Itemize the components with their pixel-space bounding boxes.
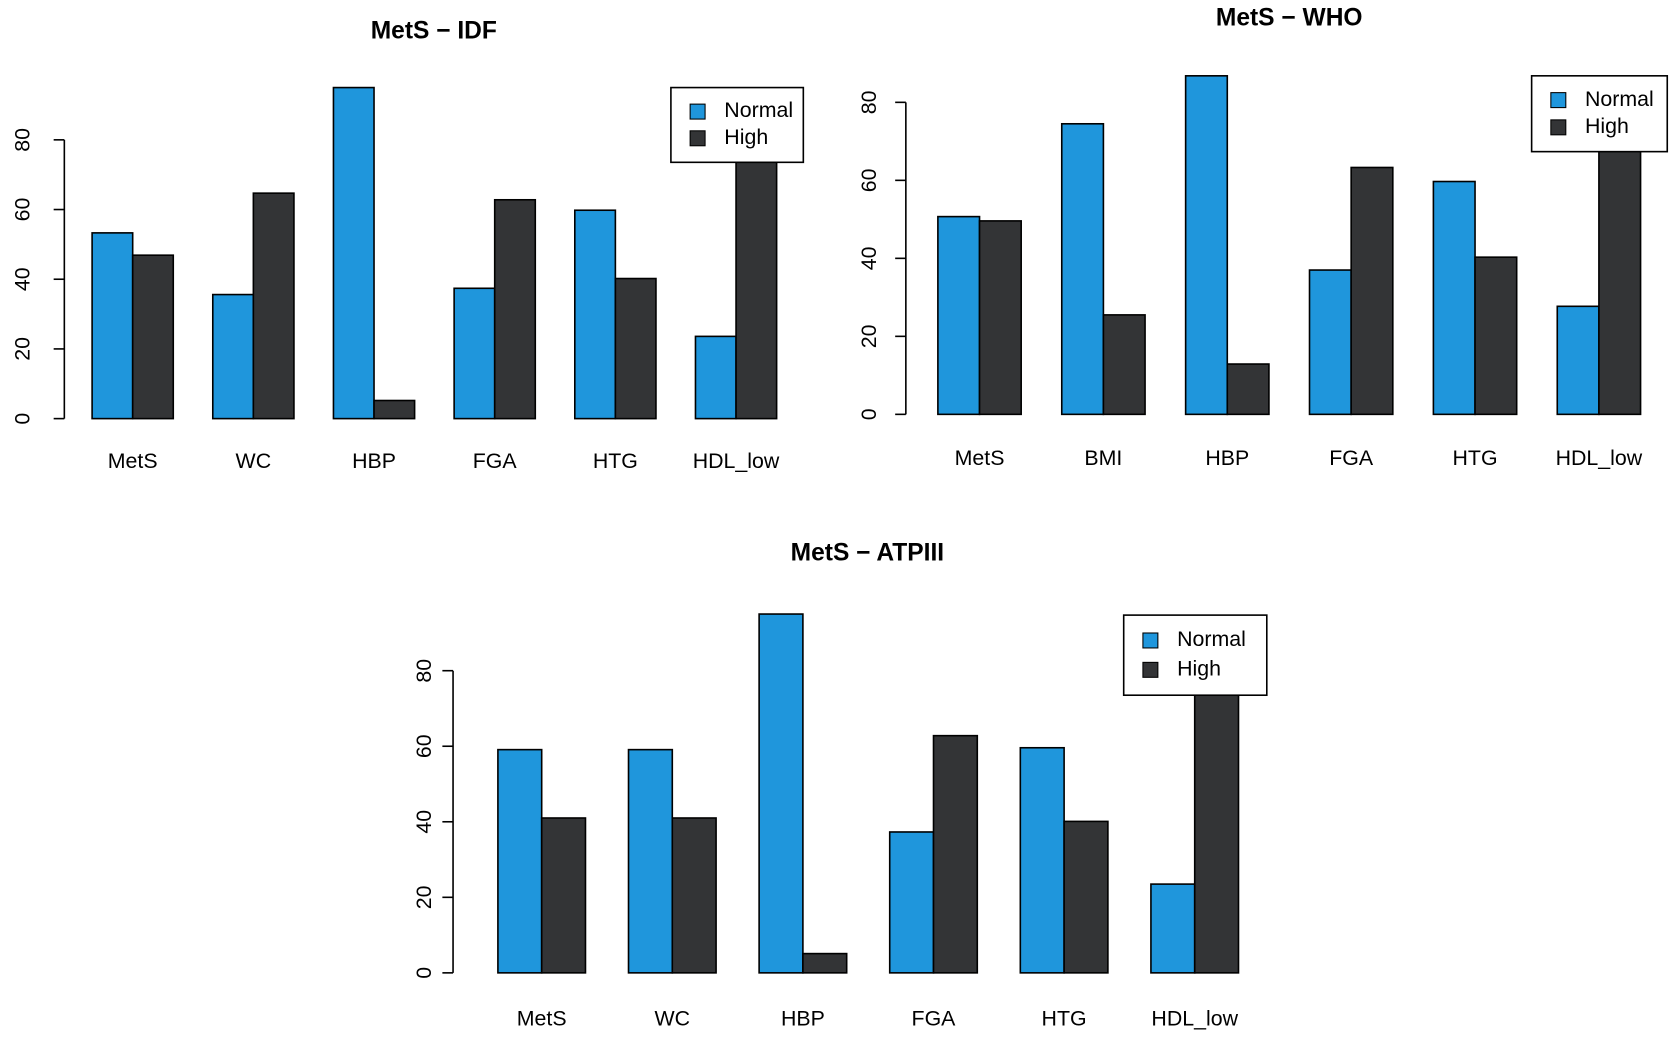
- bar: [211, 293, 255, 420]
- legend-box: [670, 86, 805, 164]
- bar: [540, 817, 587, 974]
- bar: [1184, 75, 1229, 416]
- bar: [1226, 363, 1270, 416]
- x-tick-label: BMI: [1084, 446, 1122, 470]
- x-tick-label: HTG: [593, 449, 638, 473]
- y-tick-label: 80: [857, 90, 881, 114]
- bar: [614, 277, 657, 420]
- legend-swatch: [1142, 661, 1159, 678]
- y-tick-label: 20: [857, 324, 881, 348]
- bar: [1102, 314, 1146, 416]
- bar: [888, 831, 935, 974]
- legend-label: Normal: [1585, 87, 1654, 111]
- y-tick-label: 60: [412, 734, 436, 758]
- legend-swatch: [689, 130, 706, 147]
- bar: [497, 748, 543, 974]
- x-tick-label: MetS: [517, 1006, 567, 1030]
- legend-label: Normal: [724, 98, 793, 122]
- legend-label: Normal: [1177, 627, 1246, 651]
- x-tick-label: FGA: [473, 449, 518, 473]
- x-tick-label: MetS: [955, 446, 1005, 470]
- y-tick-label: 0: [412, 967, 436, 979]
- bar: [573, 209, 617, 420]
- legend-label: High: [1177, 656, 1221, 680]
- x-tick-label: HBP: [781, 1006, 825, 1030]
- y-tick-label: 20: [412, 885, 436, 909]
- y-tick-label: 60: [10, 198, 34, 222]
- y-tick-label: 40: [10, 267, 34, 291]
- chart-title: MetS − WHO: [1216, 5, 1363, 32]
- bar: [453, 287, 496, 420]
- bar: [1060, 122, 1105, 416]
- legend-box: [1122, 614, 1268, 697]
- x-tick-label: MetS: [108, 449, 158, 473]
- bar: [735, 151, 778, 420]
- bar: [758, 613, 804, 974]
- bar: [332, 86, 375, 420]
- y-tick-label: 40: [857, 246, 881, 270]
- x-tick-label: HDL_low: [1151, 1006, 1238, 1030]
- bar: [493, 198, 537, 420]
- bar: [1432, 180, 1476, 416]
- bar: [1308, 269, 1352, 416]
- y-tick-label: 20: [10, 337, 34, 361]
- x-tick-label: FGA: [912, 1006, 957, 1030]
- legend-swatch: [1550, 92, 1567, 109]
- bar: [131, 254, 175, 420]
- x-tick-label: HDL_low: [1556, 446, 1643, 470]
- bar: [1556, 305, 1600, 416]
- bar: [802, 952, 848, 974]
- legend-label: High: [1585, 114, 1629, 138]
- bar: [1193, 683, 1240, 974]
- x-tick-label: HBP: [1205, 446, 1249, 470]
- y-tick-label: 80: [10, 128, 34, 152]
- bar: [932, 734, 979, 974]
- bar: [1150, 883, 1196, 974]
- legend-box: [1530, 75, 1669, 153]
- bar: [627, 748, 674, 974]
- bar: [252, 192, 295, 420]
- bar: [1063, 820, 1109, 974]
- legend-swatch: [1550, 119, 1567, 136]
- y-tick-label: 60: [857, 168, 881, 192]
- x-tick-label: HBP: [352, 449, 396, 473]
- x-tick-label: FGA: [1329, 446, 1374, 470]
- x-tick-label: HTG: [1453, 446, 1498, 470]
- bar: [1350, 166, 1394, 416]
- bar: [91, 232, 134, 420]
- legend-label: High: [724, 125, 768, 149]
- bar: [1019, 746, 1065, 974]
- x-tick-label: WC: [236, 449, 272, 473]
- x-tick-label: WC: [655, 1006, 691, 1030]
- y-tick-label: 0: [10, 413, 34, 425]
- x-tick-label: HTG: [1042, 1006, 1087, 1030]
- bar: [373, 399, 416, 420]
- x-tick-label: HDL_low: [693, 449, 780, 473]
- y-tick-label: 0: [857, 408, 881, 420]
- bar: [937, 215, 981, 416]
- bar: [671, 817, 717, 974]
- bar: [1474, 256, 1518, 416]
- y-tick-label: 80: [412, 659, 436, 683]
- bar: [1598, 131, 1642, 416]
- legend-swatch: [1142, 632, 1159, 649]
- bar: [978, 220, 1022, 416]
- chart-title: MetS − ATPIII: [791, 540, 944, 567]
- bar: [694, 335, 737, 420]
- chart-title: MetS − IDF: [371, 18, 497, 45]
- y-tick-label: 40: [412, 810, 436, 834]
- legend-swatch: [689, 103, 706, 120]
